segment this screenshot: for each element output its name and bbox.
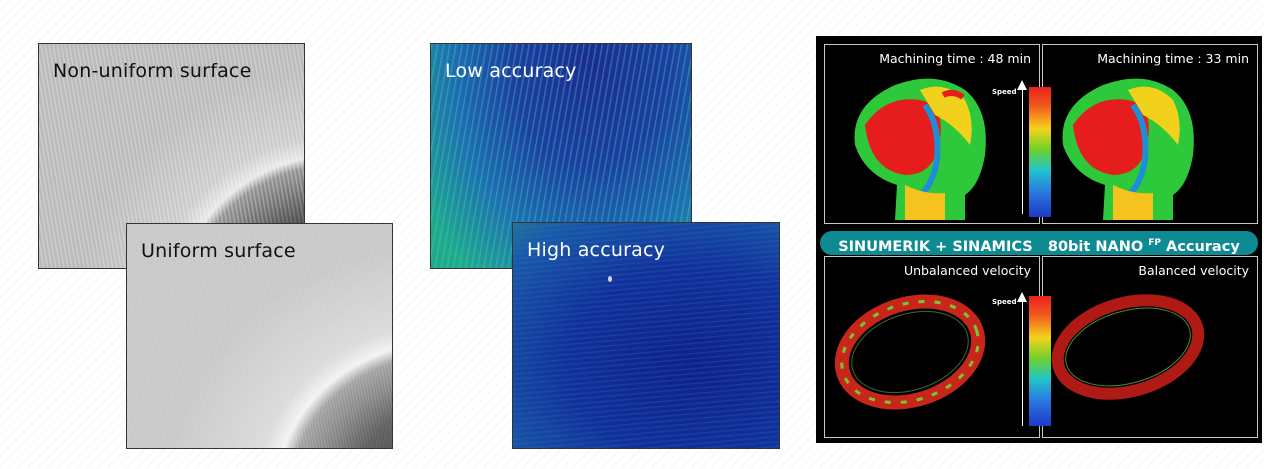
sinumerik-banner: SINUMERIK + SINAMICS 80bit NANO FP Accur… [820, 231, 1258, 255]
speed-arrow-icon [1017, 292, 1027, 302]
speed-color-scale-top [1029, 87, 1051, 217]
uniform-surface-image: Uniform surface [126, 223, 393, 449]
unbalanced-velocity-cell: Unbalanced velocity [824, 256, 1040, 438]
ring-render-balanced [1051, 294, 1205, 400]
balanced-velocity-cell: Balanced velocity [1042, 256, 1258, 438]
non-uniform-surface-label: Non-uniform surface [53, 60, 252, 82]
banner-right-prefix: 80bit NANO [1047, 238, 1149, 255]
ring-render-unbalanced [834, 294, 986, 410]
uniform-surface-label: Uniform surface [141, 240, 296, 262]
speed-legend-label-top: Speed [992, 88, 1017, 96]
machining-33-cell: Machining time : 33 min [1042, 44, 1258, 224]
head-part-render-right [1062, 78, 1194, 220]
unbalanced-velocity-title: Unbalanced velocity [903, 263, 1031, 278]
head-part-render-left [854, 78, 986, 220]
machining-time-33-title: Machining time : 33 min [1097, 51, 1249, 66]
speed-legend-label-bottom: Speed [992, 298, 1017, 306]
banner-left-text: SINUMERIK + SINAMICS [838, 238, 1033, 255]
high-accuracy-image: High accuracy [512, 222, 780, 449]
highlight-spot [608, 276, 612, 282]
speed-axis-bottom [1022, 298, 1023, 426]
machining-time-48-title: Machining time : 48 min [879, 51, 1031, 66]
machining-48-cell: Machining time : 48 min [824, 44, 1040, 224]
balanced-velocity-title: Balanced velocity [1138, 263, 1249, 278]
simulation-panel: Machining time : 48 min Machining time :… [816, 36, 1262, 443]
speed-axis-top [1022, 86, 1023, 214]
banner-superscript: FP [1148, 238, 1161, 248]
banner-right-suffix: Accuracy [1161, 238, 1240, 255]
speed-color-scale-bottom [1029, 296, 1051, 426]
surface-ridges [127, 224, 392, 448]
high-accuracy-label: High accuracy [527, 239, 666, 261]
low-accuracy-label: Low accuracy [445, 60, 577, 82]
speed-arrow-icon [1017, 80, 1027, 90]
